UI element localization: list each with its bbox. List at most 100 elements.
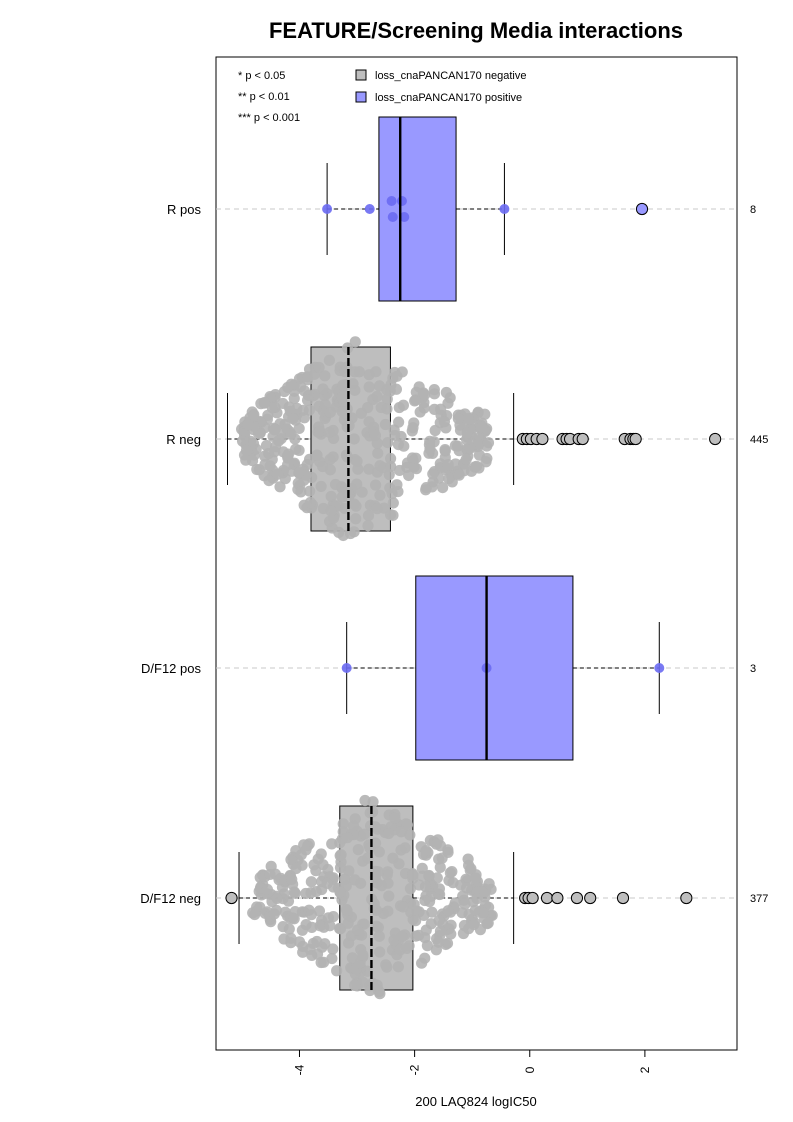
- data-point: [329, 478, 342, 491]
- plot-layer: R pos 8 R neg 445 D/F12 pos 3 D/F12 neg 377: [140, 116, 768, 1000]
- data-point: [372, 447, 384, 459]
- x-tick-label: 0: [523, 1066, 537, 1073]
- data-point: [379, 418, 392, 431]
- data-point: [356, 486, 368, 498]
- data-point: [434, 925, 447, 937]
- data-point: [470, 460, 483, 472]
- data-point: [269, 446, 281, 458]
- data-point: [375, 401, 387, 414]
- data-point: [423, 895, 436, 908]
- data-point: [327, 943, 339, 955]
- data-point: [308, 859, 320, 871]
- data-point: [410, 930, 422, 942]
- data-point: [363, 381, 375, 393]
- data-point: [419, 389, 431, 401]
- data-point: [370, 366, 382, 378]
- data-point: [337, 379, 349, 391]
- group-count: 445: [750, 434, 768, 446]
- data-point: [322, 912, 335, 924]
- data-point: [387, 212, 398, 222]
- data-point: [433, 914, 445, 927]
- data-point: [499, 204, 510, 214]
- data-point: [364, 984, 376, 997]
- data-point: [373, 380, 386, 392]
- data-point: [383, 890, 395, 902]
- legend-label: loss_cnaPANCAN170 negative: [375, 70, 526, 82]
- data-point: [364, 204, 375, 214]
- x-tick-label: -2: [408, 1064, 422, 1075]
- data-point: [468, 918, 480, 931]
- data-point: [480, 456, 492, 468]
- data-point: [236, 435, 249, 447]
- outlier-point: [635, 202, 649, 216]
- data-point: [331, 965, 343, 977]
- data-point: [463, 859, 475, 871]
- data-point: [278, 385, 290, 398]
- data-point: [409, 395, 421, 407]
- group-label: R pos: [167, 202, 201, 217]
- data-point: [325, 505, 337, 517]
- data-point: [393, 858, 405, 870]
- data-point: [374, 489, 386, 501]
- data-point: [446, 866, 458, 878]
- data-point: [240, 454, 252, 466]
- outlier-point: [680, 891, 693, 905]
- data-point: [293, 422, 305, 435]
- data-point: [420, 924, 432, 936]
- data-point: [441, 937, 454, 949]
- data-point: [321, 877, 333, 890]
- data-point: [376, 880, 388, 892]
- color-legend: loss_cnaPANCAN170 negative loss_cnaPANCAN…: [355, 69, 526, 104]
- data-point: [395, 844, 407, 856]
- data-point: [333, 922, 346, 935]
- data-point: [485, 883, 497, 895]
- data-point: [393, 464, 406, 477]
- data-point: [427, 468, 439, 480]
- data-point: [337, 529, 349, 542]
- data-point: [470, 872, 482, 884]
- data-point: [442, 459, 454, 471]
- data-point: [325, 490, 337, 503]
- x-axis-label: 200 LAQ824 logIC50: [415, 1094, 536, 1109]
- data-point: [258, 397, 271, 409]
- data-point: [452, 413, 464, 425]
- data-point: [430, 838, 442, 850]
- data-point: [371, 437, 383, 449]
- data-point: [341, 904, 353, 917]
- data-point: [268, 908, 280, 920]
- data-point: [289, 887, 301, 899]
- outlier-point: [536, 432, 549, 446]
- data-point: [394, 944, 406, 956]
- data-point: [469, 904, 481, 916]
- data-point: [315, 480, 327, 493]
- data-point: [286, 873, 298, 886]
- data-point: [482, 437, 495, 449]
- data-point: [273, 435, 285, 447]
- data-point: [374, 946, 386, 958]
- data-point: [373, 846, 385, 858]
- data-point: [395, 826, 407, 838]
- data-point: [431, 872, 443, 884]
- outlier-point: [225, 891, 238, 905]
- data-point: [421, 940, 434, 952]
- data-point: [323, 354, 335, 366]
- data-point: [350, 513, 362, 525]
- data-point: [259, 458, 271, 471]
- group-d-f12-neg: D/F12 neg 377: [140, 794, 768, 1000]
- data-point: [357, 855, 369, 867]
- data-point: [438, 416, 451, 428]
- data-point: [347, 820, 360, 832]
- legend-label: loss_cnaPANCAN170 positive: [375, 92, 522, 104]
- data-point: [324, 464, 336, 476]
- data-point: [460, 882, 473, 894]
- data-point: [334, 886, 346, 898]
- outlier-point: [616, 891, 630, 905]
- data-point: [341, 663, 352, 673]
- data-point: [453, 469, 465, 481]
- data-point: [351, 455, 363, 467]
- data-point: [292, 477, 304, 489]
- data-point: [435, 403, 447, 415]
- data-point: [373, 930, 385, 942]
- group-count: 8: [750, 204, 756, 216]
- data-point: [311, 935, 323, 948]
